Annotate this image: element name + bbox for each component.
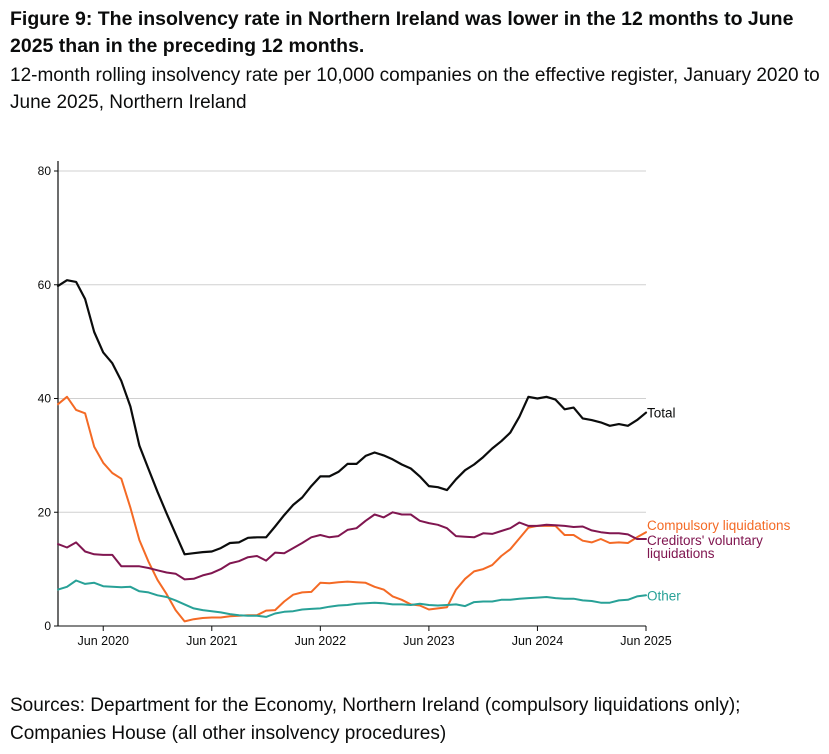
x-tick-label: Jun 2024	[512, 634, 563, 648]
x-tick-label: Jun 2021	[186, 634, 237, 648]
source-note: Sources: Department for the Economy, Nor…	[10, 695, 741, 744]
end-label-3: Other	[647, 588, 681, 603]
figure-title: Figure 9: The insolvency rate in Norther…	[10, 8, 794, 57]
y-tick-label: 80	[38, 164, 52, 178]
end-label-1: Compulsory liquidations	[647, 518, 791, 533]
x-tick-label: Jun 2020	[78, 634, 129, 648]
y-tick-label: 40	[38, 392, 52, 406]
y-tick-label: 60	[38, 278, 52, 292]
x-tick-label: Jun 2023	[403, 634, 454, 648]
y-axis: 0 20 40 60 80	[38, 161, 59, 633]
series-line-1	[57, 395, 647, 623]
series-line-2	[57, 511, 647, 581]
x-tick-label: Jun 2025	[620, 634, 671, 648]
series-line-3	[57, 579, 647, 618]
series-line-0	[56, 279, 648, 556]
gridlines	[58, 170, 646, 513]
y-tick-label: 20	[38, 505, 52, 519]
end-label-2: Creditors' voluntary liquidations	[647, 533, 763, 561]
y-tick-label: 0	[44, 619, 51, 633]
x-tick-label: Jun 2022	[295, 634, 346, 648]
x-axis: Jun 2020 Jun 2021 Jun 2022 Jun 2023 Jun 2024…	[58, 625, 672, 648]
figure-subtitle: 12-month rolling insolvency rate per 10,…	[10, 65, 820, 113]
end-label-0: Total	[647, 406, 676, 421]
series-lines	[56, 279, 648, 623]
